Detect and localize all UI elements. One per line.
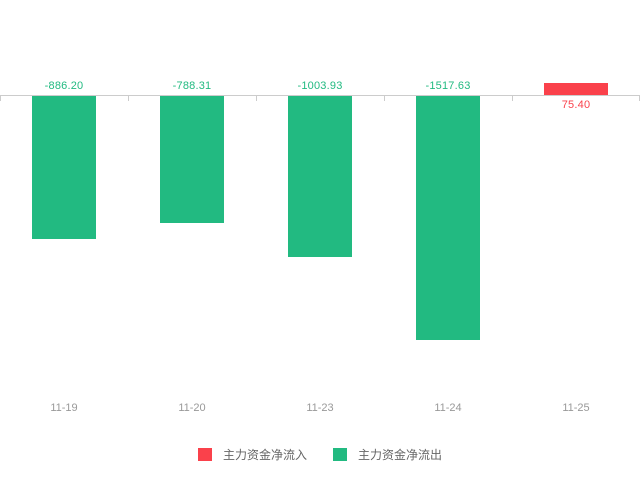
chart-legend: 主力资金净流入 主力资金净流出 <box>0 446 640 463</box>
bar-11-23[interactable] <box>288 96 352 257</box>
legend-swatch-icon <box>333 448 347 461</box>
x-axis-label-11-19: 11-19 <box>50 402 78 414</box>
bar-11-19[interactable] <box>32 96 96 239</box>
legend-label: 主力资金净流出 <box>358 448 443 462</box>
axis-tick <box>128 96 129 101</box>
bar-11-20[interactable] <box>160 96 224 223</box>
axis-tick <box>512 96 513 101</box>
legend-item[interactable]: 主力资金净流入 <box>197 446 307 463</box>
axis-tick <box>256 96 257 101</box>
legend-item[interactable]: 主力资金净流出 <box>333 446 442 463</box>
x-axis-label-11-24: 11-24 <box>434 402 462 414</box>
x-axis-label-11-25: 11-25 <box>562 402 590 414</box>
x-axis-label-11-23: 11-23 <box>306 402 334 414</box>
legend-swatch-icon <box>197 448 212 461</box>
bar-value-label: -886.20 <box>44 80 84 92</box>
bar-value-label: 75.40 <box>561 99 591 111</box>
x-axis-line <box>0 95 640 96</box>
bar-value-label: -788.31 <box>172 80 212 92</box>
bar-11-25[interactable] <box>544 83 608 95</box>
legend-label: 主力资金净流入 <box>222 448 307 462</box>
bar-11-24[interactable] <box>416 96 480 340</box>
bar-value-label: -1003.93 <box>297 80 343 92</box>
bar-value-label: -1517.63 <box>425 80 471 92</box>
axis-tick <box>0 96 1 101</box>
axis-tick <box>384 96 385 101</box>
x-axis-label-11-20: 11-20 <box>178 402 206 414</box>
